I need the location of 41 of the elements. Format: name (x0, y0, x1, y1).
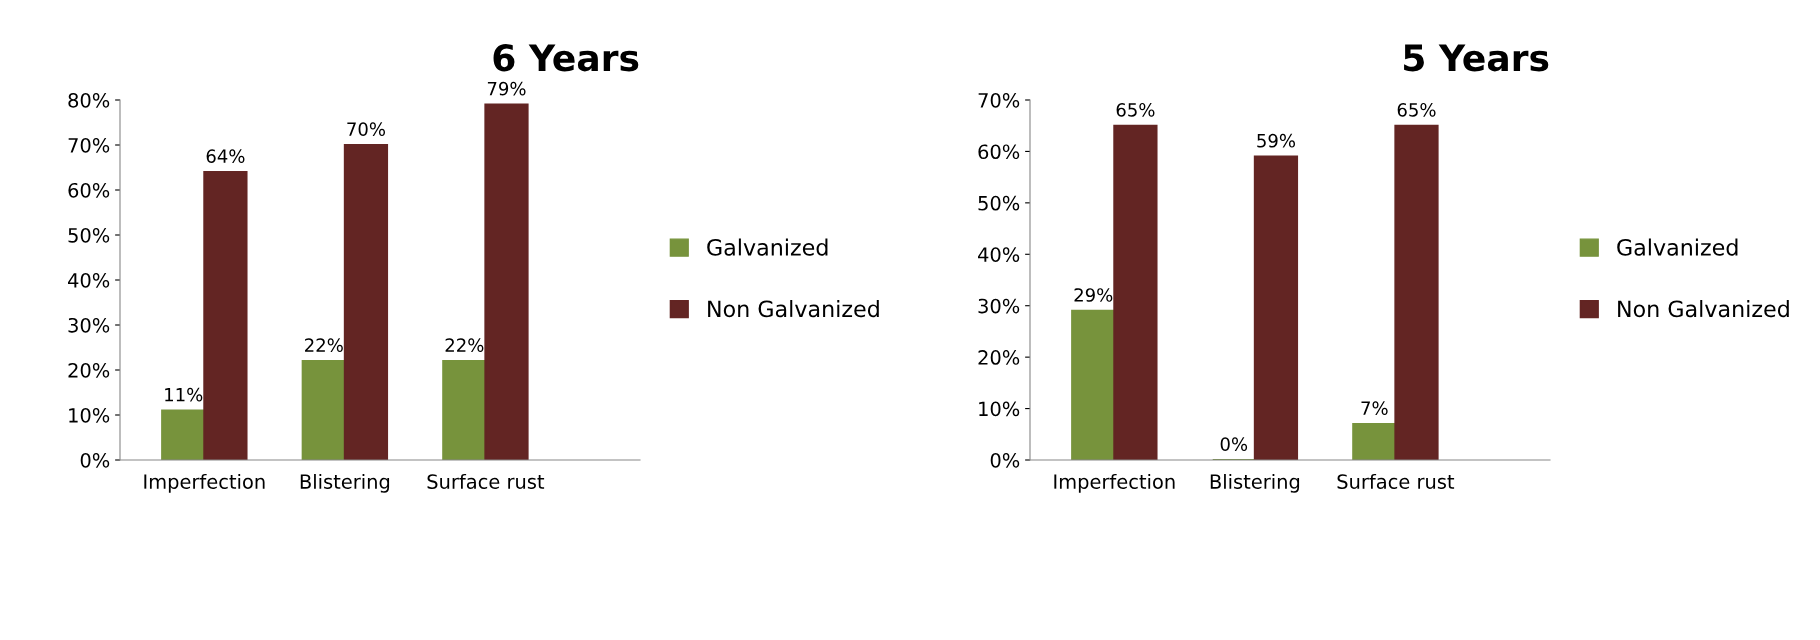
data-label: 64% (206, 149, 245, 163)
data-label: 65% (1397, 103, 1436, 117)
legend-label: Non Galvanized (1618, 300, 1789, 318)
data-label: 70% (347, 122, 386, 136)
data-label: 0% (1220, 437, 1248, 451)
x-tick-label: Imperfection (144, 473, 265, 493)
y-tick-label: 30% (68, 317, 110, 333)
y-tick-label: 0% (990, 452, 1020, 468)
y-tick-label: 0% (80, 452, 110, 468)
y-tick-label: 40% (978, 247, 1020, 262)
data-label: 22% (445, 338, 484, 352)
chart-title: 5 Years (1404, 44, 1549, 72)
data-label: 65% (1116, 103, 1155, 117)
x-tick-label: Surface rust (1337, 473, 1455, 489)
legend-label: Non Galvanized (708, 300, 879, 318)
y-tick-label: 70% (68, 137, 110, 153)
data-label: 11% (165, 387, 203, 402)
x-tick-label: Blistering (300, 473, 390, 493)
data-label: 22% (305, 338, 343, 352)
x-tick-label: Blistering (1210, 473, 1300, 493)
y-tick-label: 40% (68, 272, 110, 288)
y-tick-label: 30% (978, 298, 1020, 314)
y-tick-label: 50% (978, 195, 1020, 211)
y-tick-label: 10% (69, 407, 110, 423)
y-tick-label: 80% (68, 92, 110, 108)
y-tick-label: 10% (979, 401, 1020, 417)
x-tick-label: Imperfection (1054, 473, 1175, 493)
chart-title: 6 Years (493, 44, 639, 72)
data-label: 79% (487, 81, 526, 96)
legend-label: Galvanized (1617, 238, 1738, 256)
data-label: 59% (1257, 133, 1296, 148)
y-tick-label: 50% (68, 227, 110, 243)
y-tick-label: 20% (68, 362, 110, 378)
data-label: 7% (1361, 401, 1388, 415)
data-label: 29% (1074, 288, 1113, 302)
x-tick-label: Surface rust (427, 473, 545, 489)
y-tick-label: 20% (978, 350, 1020, 365)
y-tick-label: 70% (978, 92, 1020, 108)
y-tick-label: 60% (978, 144, 1020, 160)
y-tick-label: 60% (68, 182, 110, 198)
legend-label: Galvanized (707, 238, 828, 256)
